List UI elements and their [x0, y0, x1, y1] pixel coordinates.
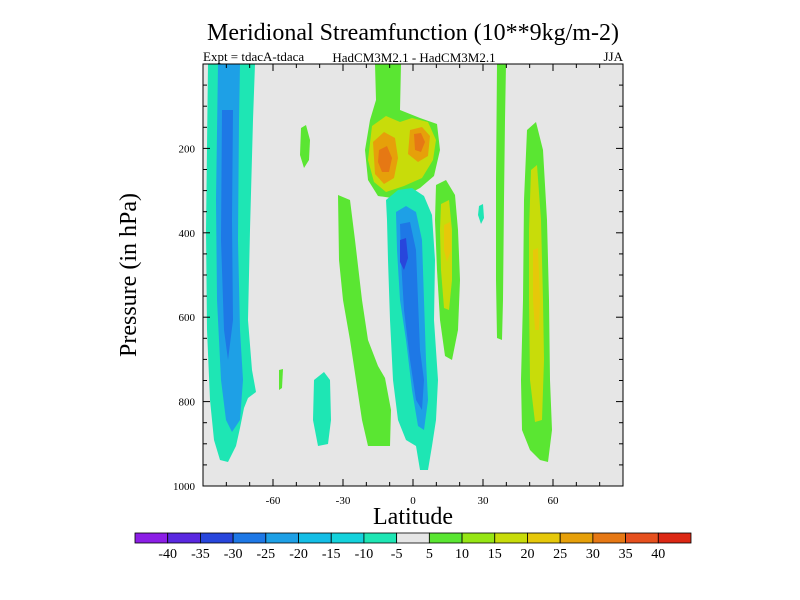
colorbar-swatch — [298, 532, 332, 544]
colorbar-label: 25 — [553, 547, 567, 562]
contour-sh-strong — [221, 110, 233, 360]
x-axis-label: Latitude — [373, 504, 453, 530]
contour-eq-core-2 — [400, 222, 424, 410]
colorbar-swatch — [167, 532, 201, 544]
contour-tropical-green — [338, 195, 391, 446]
colorbar-label: 40 — [651, 547, 665, 562]
colorbar-label: -40 — [158, 547, 177, 562]
plot-area — [206, 64, 552, 470]
colorbar: -40 -35 -30 -25 -20 -15 -10 -5 5 10 15 20 25 30 35 40 — [134, 532, 692, 562]
colorbar-label: -20 — [289, 547, 308, 562]
colorbar-swatch — [657, 532, 692, 544]
x-tick-label: 60 — [548, 495, 560, 507]
y-tick-label: 400 — [179, 228, 196, 240]
axes: -60 -30 0 30 60 200 400 600 800 1000 — [173, 64, 623, 507]
colorbar-label: -10 — [355, 547, 374, 562]
colorbar-label: 30 — [586, 547, 600, 562]
colorbar-label: -5 — [391, 547, 403, 562]
contour-nh-mid-orange — [533, 248, 540, 330]
subtitle-left: Expt = tdacA-tdaca — [203, 49, 304, 64]
colorbar-swatch — [363, 532, 398, 544]
colorbar-swatch — [559, 532, 594, 544]
contour-upper-35-east — [414, 133, 425, 152]
chart-title: Meridional Streamfunction (10**9kg/m-2) — [207, 20, 619, 46]
colorbar-label: 5 — [426, 547, 433, 562]
y-tick-label: 1000 — [173, 481, 196, 493]
contour-nh-upper-narrow — [496, 64, 506, 340]
x-tick-label: -30 — [336, 495, 351, 507]
colorbar-swatch — [396, 532, 430, 544]
colorbar-swatch — [330, 532, 365, 544]
colorbar-label: -30 — [224, 547, 243, 562]
colorbar-label: 10 — [455, 547, 469, 562]
colorbar-label: 15 — [488, 547, 502, 562]
colorbar-swatch — [625, 532, 659, 544]
contour-nh-spot — [478, 204, 484, 224]
colorbar-swatch — [592, 532, 626, 544]
colorbar-swatch — [494, 532, 528, 544]
contour-sh-spot-3 — [313, 372, 331, 446]
x-tick-label: 30 — [478, 495, 490, 507]
colorbar-swatch — [265, 532, 299, 544]
colorbar-swatch — [134, 532, 169, 544]
colorbar-label: -25 — [256, 547, 275, 562]
colorbar-swatch — [461, 532, 496, 544]
colorbar-label: -15 — [322, 547, 341, 562]
subtitle-center: HadCM3M2.1 - HadCM3M2.1 — [332, 50, 495, 65]
y-axis-label: Pressure (in hPa) — [116, 193, 142, 357]
contour-sh-spot-2 — [279, 369, 283, 390]
colorbar-label: 20 — [520, 547, 534, 562]
colorbar-label: -35 — [191, 547, 210, 562]
subtitle-right: JJA — [603, 49, 623, 64]
contour-nh-sub-orange — [444, 222, 451, 262]
colorbar-swatch — [200, 532, 234, 544]
contour-sh-spot-1 — [300, 125, 310, 168]
contour-eq-core-3 — [400, 238, 408, 270]
x-tick-label: -60 — [266, 495, 281, 507]
colorbar-swatch — [428, 532, 463, 544]
y-tick-label: 800 — [179, 397, 196, 409]
colorbar-label: 35 — [619, 547, 633, 562]
colorbar-swatch — [527, 532, 561, 544]
y-tick-label: 600 — [179, 312, 196, 324]
contour-upper-35-west — [378, 146, 392, 172]
x-tick-label: 0 — [410, 495, 416, 507]
colorbar-swatch — [232, 532, 267, 544]
y-tick-label: 200 — [179, 143, 196, 155]
